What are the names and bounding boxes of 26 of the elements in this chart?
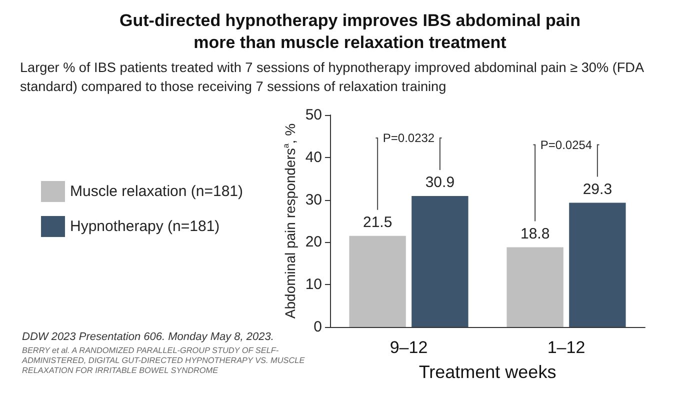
chart-title: Gut-directed hypnotherapy improves IBS abdominal pain more than muscle relaxation treatment — [118, 10, 582, 54]
y-axis-title: Abdominal pain respondersa, % — [282, 123, 298, 319]
bar — [412, 196, 468, 327]
y-tick-label: 50 — [305, 106, 322, 124]
legend-label: Muscle relaxation (n=181) — [70, 183, 244, 200]
bar — [569, 202, 626, 327]
y-tick-label: 40 — [305, 148, 322, 166]
annotation: P=0.0232 — [382, 130, 435, 145]
x-tick-label: 9–12 — [390, 338, 428, 357]
y-tick-label: 10 — [305, 276, 322, 294]
data-label: 29.3 — [582, 180, 612, 198]
y-tick-label: 0 — [314, 318, 322, 336]
data-label: 18.8 — [520, 225, 550, 242]
data-label: 21.5 — [362, 214, 392, 231]
bar — [506, 247, 564, 327]
bar — [349, 236, 406, 327]
text: DDW 2023 Presentation 606. Monday May 8, 2023. — [22, 331, 274, 343]
x-axis-title: Treatment weeks — [418, 362, 556, 382]
chart-subtitle: Larger % of IBS patients treated with 7 sessions of hypnotherapy improved abdominal pain ≥ 30% (FDA standard) compared to those receiving 7 sessions of relaxation training — [20, 59, 645, 96]
y-tick-label: 20 — [305, 234, 322, 251]
text: BERRY et al. A RANDOMIZED PARALLEL-GROUP STUDY OF SELF-ADMINISTERED, DIGITAL GUT-DIRECTED HYPNOTHERAPY VS. MUSCLE RELAXATION FOR IRRITABLE BOWEL SYNDROME — [22, 346, 306, 376]
data-label: 30.9 — [425, 174, 455, 191]
y-tick-label: 30 — [305, 191, 322, 208]
annotation: P=0.0254 — [540, 138, 592, 152]
legend-label: Hypnotherapy (n=181) — [70, 218, 220, 235]
x-tick-label: 1–12 — [547, 338, 586, 357]
